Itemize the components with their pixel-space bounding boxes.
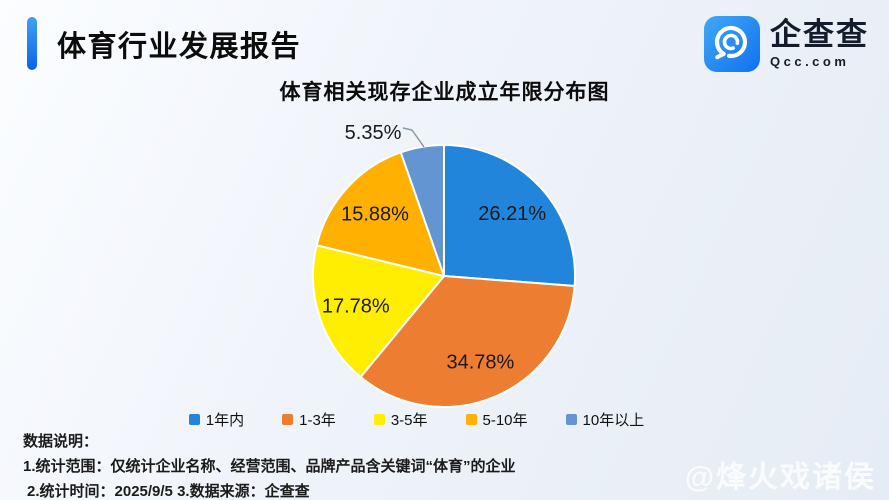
qcc-logo-text: 企查查 Qcc.com [770,19,869,69]
qcc-domain: Qcc.com [770,54,850,69]
qcc-logo: 企查查 Qcc.com [704,16,869,72]
chart-legend: 1年内 1-3年 3-5年 5-10年 10年以上 [0,409,889,430]
pie-slice-10年以上 [399,144,445,277]
pie-value-label-1-3年: 34.78% [446,352,514,374]
pie-slice-5-10年 [315,151,445,277]
legend-swatch [565,414,577,425]
legend-item-1-3年: 1-3年 [282,409,336,430]
pie-value-label-5-10年: 15.88% [341,204,409,226]
legend-label: 1年内 [205,412,245,429]
legend-label: 1-3年 [299,412,336,429]
pie-value-label-10年以上: 5.35% [345,122,402,144]
legend-swatch [282,414,294,425]
legend-label: 5-10年 [482,412,528,429]
legend-label: 3-5年 [390,412,428,429]
legend-swatch [188,414,200,425]
footer-note-date-source: 2.统计时间：2025/9/5 3.数据来源：企查查 [27,483,310,500]
legend-item-10年以上: 10年以上 [565,409,645,430]
qcc-brand-name: 企查查 [770,17,869,52]
footer-notes: 数据说明： 1.统计范围：仅统计企业名称、经营范围、品牌产品含关键词“体育”的企… [23,429,516,500]
footer-note-scope: 1.统计范围：仅统计企业名称、经营范围、品牌产品含关键词“体育”的企业 [23,458,516,475]
watermark: @烽火戏诸侯 [684,461,876,494]
accent-bar [27,17,37,70]
leader-line-10年以上 [402,127,425,148]
report-header: 体育行业发展报告 [27,17,301,70]
report-title: 体育行业发展报告 [57,30,302,63]
pie-slice-1-3年 [359,275,576,408]
chart-title: 体育相关现存企业成立年限分布图 [279,81,610,104]
legend-item-3-5年: 3-5年 [373,409,428,430]
footer-heading: 数据说明： [23,433,99,450]
legend-item-5-10年: 5-10年 [465,409,528,430]
pie-slice-3-5年 [312,244,445,378]
legend-swatch [465,414,477,425]
legend-item-1年内: 1年内 [188,409,245,430]
pie-value-label-3-5年: 17.78% [322,295,390,317]
legend-label: 10年以上 [582,412,645,429]
pie-slice-1年内 [443,144,576,287]
legend-swatch [373,414,385,425]
pie-value-label-1年内: 26.21% [478,203,546,225]
qcc-logo-icon [704,16,760,72]
